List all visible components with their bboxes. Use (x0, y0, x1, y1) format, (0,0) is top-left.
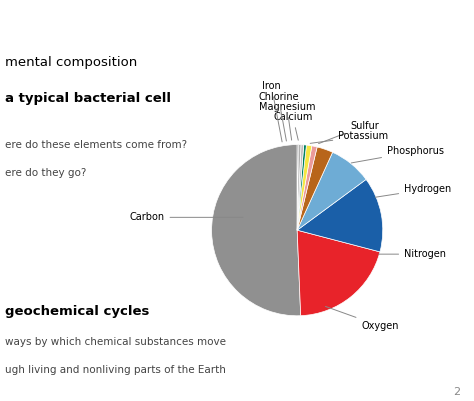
Text: Chlorine: Chlorine (258, 92, 299, 141)
Text: Calcium: Calcium (273, 112, 312, 140)
Wedge shape (211, 145, 301, 316)
Wedge shape (297, 152, 366, 230)
Text: Carbon: Carbon (129, 213, 243, 222)
Wedge shape (297, 145, 306, 230)
Wedge shape (297, 145, 298, 230)
Text: Sulfur: Sulfur (319, 121, 379, 144)
Text: ere do they go?: ere do they go? (5, 168, 86, 178)
Wedge shape (297, 179, 383, 252)
Text: geochemical cycles: geochemical cycles (5, 305, 149, 318)
Text: Iron: Iron (262, 81, 282, 142)
Text: ugh living and nonliving parts of the Earth: ugh living and nonliving parts of the Ea… (5, 365, 226, 375)
Wedge shape (297, 145, 304, 230)
Text: Potassium: Potassium (310, 131, 388, 144)
Wedge shape (297, 146, 317, 230)
Text: Nitrogen: Nitrogen (379, 249, 446, 259)
Text: Oxygen: Oxygen (326, 306, 399, 331)
Text: mental composition: mental composition (5, 56, 137, 69)
Text: ways by which chemical substances move: ways by which chemical substances move (5, 337, 226, 347)
Wedge shape (297, 230, 380, 316)
Text: ere do these elements come from?: ere do these elements come from? (5, 140, 187, 150)
Text: Hydrogen: Hydrogen (375, 184, 451, 197)
Wedge shape (297, 145, 301, 230)
Wedge shape (297, 145, 312, 230)
Wedge shape (297, 147, 333, 230)
Text: Magnesium: Magnesium (259, 102, 315, 140)
Text: Phosphorus: Phosphorus (351, 146, 444, 163)
Text: a typical bacterial cell: a typical bacterial cell (5, 92, 171, 105)
Text: 2: 2 (453, 387, 460, 397)
